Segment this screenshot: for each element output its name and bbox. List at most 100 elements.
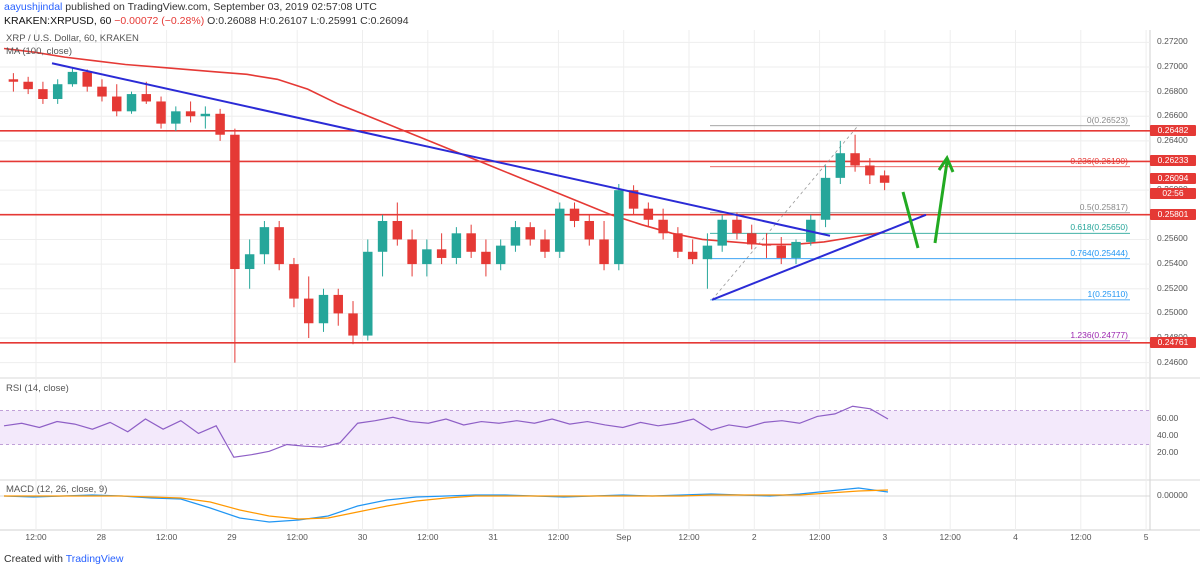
candle-body: [495, 245, 506, 265]
candle-body: [67, 71, 78, 85]
candle-body: [333, 294, 343, 314]
candle-body: [377, 220, 388, 252]
candle-body: [584, 220, 595, 240]
symbol-label: KRAKEN:XRPUSD, 60: [4, 15, 112, 27]
open-value: O:0.26088: [207, 15, 257, 27]
ma-100-line: [3, 47, 885, 246]
fib-label: 0.618(0.25650): [1070, 222, 1128, 233]
fib-diagonal: [711, 125, 859, 301]
price-label: 0.25801: [1150, 208, 1196, 220]
candle-body: [776, 245, 786, 258]
created-with-text: Created with: [4, 553, 63, 565]
candle-body: [761, 244, 772, 246]
price-label: 0.26233: [1150, 155, 1196, 167]
candle-body: [171, 111, 181, 124]
time-tick: 12:00: [417, 532, 439, 542]
up-arrow: [933, 154, 955, 244]
chart-title: XRP / U.S. Dollar, 60, KRAKEN: [6, 33, 139, 44]
price-label: 0.24761: [1150, 336, 1196, 348]
tradingview-link[interactable]: TradingView: [65, 553, 124, 565]
candle-body: [422, 249, 432, 265]
ohlc-header: KRAKEN:XRPUSD, 60 −0.00072 (−0.28%) O:0.…: [4, 15, 409, 27]
price-tick: 0.25600: [1157, 233, 1188, 244]
price-tick: 0.25400: [1157, 258, 1188, 269]
candle-body: [732, 219, 742, 234]
candle-body: [23, 81, 33, 90]
candle-body: [687, 251, 698, 260]
candle-body: [658, 219, 668, 234]
candle-body: [215, 113, 225, 135]
candle-body: [82, 71, 92, 87]
time-tick: 2: [751, 532, 757, 542]
candle-body: [599, 239, 609, 265]
time-tick: 31: [488, 532, 498, 542]
rsi-legend: RSI (14, close): [6, 383, 69, 394]
fib-label: 0.764(0.25444): [1070, 247, 1128, 258]
candle-body: [274, 227, 284, 265]
price-tick: 0.26400: [1157, 134, 1188, 145]
price-tick: 0.26800: [1157, 85, 1188, 96]
descending-trendline: [51, 62, 831, 237]
candle-body: [200, 113, 211, 117]
time-tick: 28: [96, 532, 107, 542]
fib-label: 1(0.25110): [1087, 288, 1128, 299]
time-tick: 12:00: [286, 532, 308, 542]
candle-body: [407, 239, 417, 265]
time-tick: 4: [1013, 532, 1018, 542]
time-tick: 12:00: [808, 532, 831, 542]
time-tick: 12:00: [25, 532, 47, 542]
candle-body: [746, 233, 757, 245]
ma-legend: MA (100, close): [6, 46, 72, 57]
candle-body: [230, 134, 240, 270]
candle-body: [451, 233, 462, 258]
candle-body: [466, 233, 476, 252]
down-arrow: [901, 191, 920, 249]
time-tick: 12:00: [1070, 532, 1092, 542]
high-value: H:0.26107: [259, 15, 308, 27]
candle-body: [525, 227, 535, 240]
candle-body: [244, 254, 255, 270]
candle-body: [481, 251, 491, 265]
candle-body: [717, 219, 727, 246]
macd-pane: [0, 487, 1150, 523]
candle-body: [97, 86, 107, 97]
ma-line: [3, 47, 885, 246]
candle-body: [318, 294, 329, 324]
rsi-tick: 20.00: [1157, 447, 1179, 457]
grid: [0, 30, 1200, 531]
change-value: −0.00072 (−0.28%): [114, 15, 205, 27]
candle-body: [259, 227, 270, 255]
candle-body: [820, 177, 831, 220]
time-tick: 12:00: [155, 532, 178, 542]
candle-body: [643, 208, 654, 220]
candle-body: [569, 208, 580, 221]
price-tick: 0.25200: [1157, 282, 1188, 293]
price-label: 0.26482: [1150, 124, 1196, 136]
fib-label: 0(0.26523): [1086, 114, 1128, 125]
ascending-trendline: [711, 213, 927, 301]
price-tick: 0.27200: [1157, 36, 1188, 47]
candle-body: [510, 227, 521, 246]
candle-body: [348, 313, 358, 336]
candle-body: [303, 298, 314, 324]
candle-body: [436, 249, 447, 258]
candle-body: [52, 84, 63, 99]
rsi-band: [0, 410, 1150, 445]
time-tick: 12:00: [678, 532, 700, 542]
macd-legend: MACD (12, 26, close, 9): [6, 484, 108, 495]
author-link[interactable]: aayushjindal: [4, 1, 63, 13]
candle-body: [835, 153, 846, 178]
price-tick: 0.27000: [1157, 60, 1188, 71]
rsi-line: [3, 405, 889, 458]
candle-body: [392, 220, 403, 240]
publish-header: aayushjindal published on TradingView.co…: [4, 1, 377, 13]
macd-tick: 0.00000: [1157, 490, 1188, 500]
low-value: L:0.25991: [310, 15, 358, 27]
candle-body: [126, 94, 137, 112]
time-tick: 30: [357, 532, 368, 542]
fib-label: 1.236(0.24777): [1070, 329, 1128, 340]
candle-body: [8, 79, 19, 82]
published-text: published on TradingView.com, September …: [62, 1, 377, 13]
candle-body: [289, 264, 299, 299]
